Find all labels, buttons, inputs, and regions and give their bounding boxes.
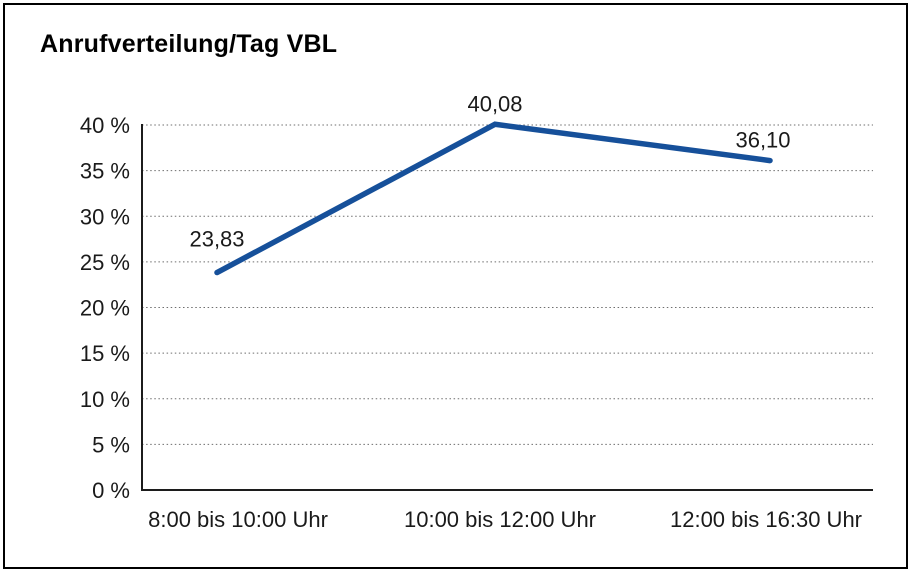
data-point-label: 36,10 [735,128,790,153]
y-axis-tick-label: 20 % [80,296,130,321]
y-axis-tick-label: 10 % [80,387,130,412]
x-axis-category-label: 12:00 bis 16:30 Uhr [670,507,862,532]
y-axis-tick-label: 25 % [80,250,130,275]
y-axis-tick-label: 40 % [80,113,130,138]
y-axis-tick-label: 0 % [92,478,130,503]
y-axis-tick-label: 30 % [80,204,130,229]
data-point-label: 40,08 [467,91,522,116]
data-line [214,121,773,276]
chart-title: Anrufverteilung/Tag VBL [40,30,338,58]
x-axis-category-label: 8:00 bis 10:00 Uhr [148,507,328,532]
y-axis-tick-label: 15 % [80,341,130,366]
data-point-label: 23,83 [189,227,244,252]
y-axis-tick-label: 35 % [80,159,130,184]
chart-frame [3,3,908,569]
y-axis-tick-label: 5 % [92,432,130,457]
x-axis-category-label: 10:00 bis 12:00 Uhr [404,507,596,532]
